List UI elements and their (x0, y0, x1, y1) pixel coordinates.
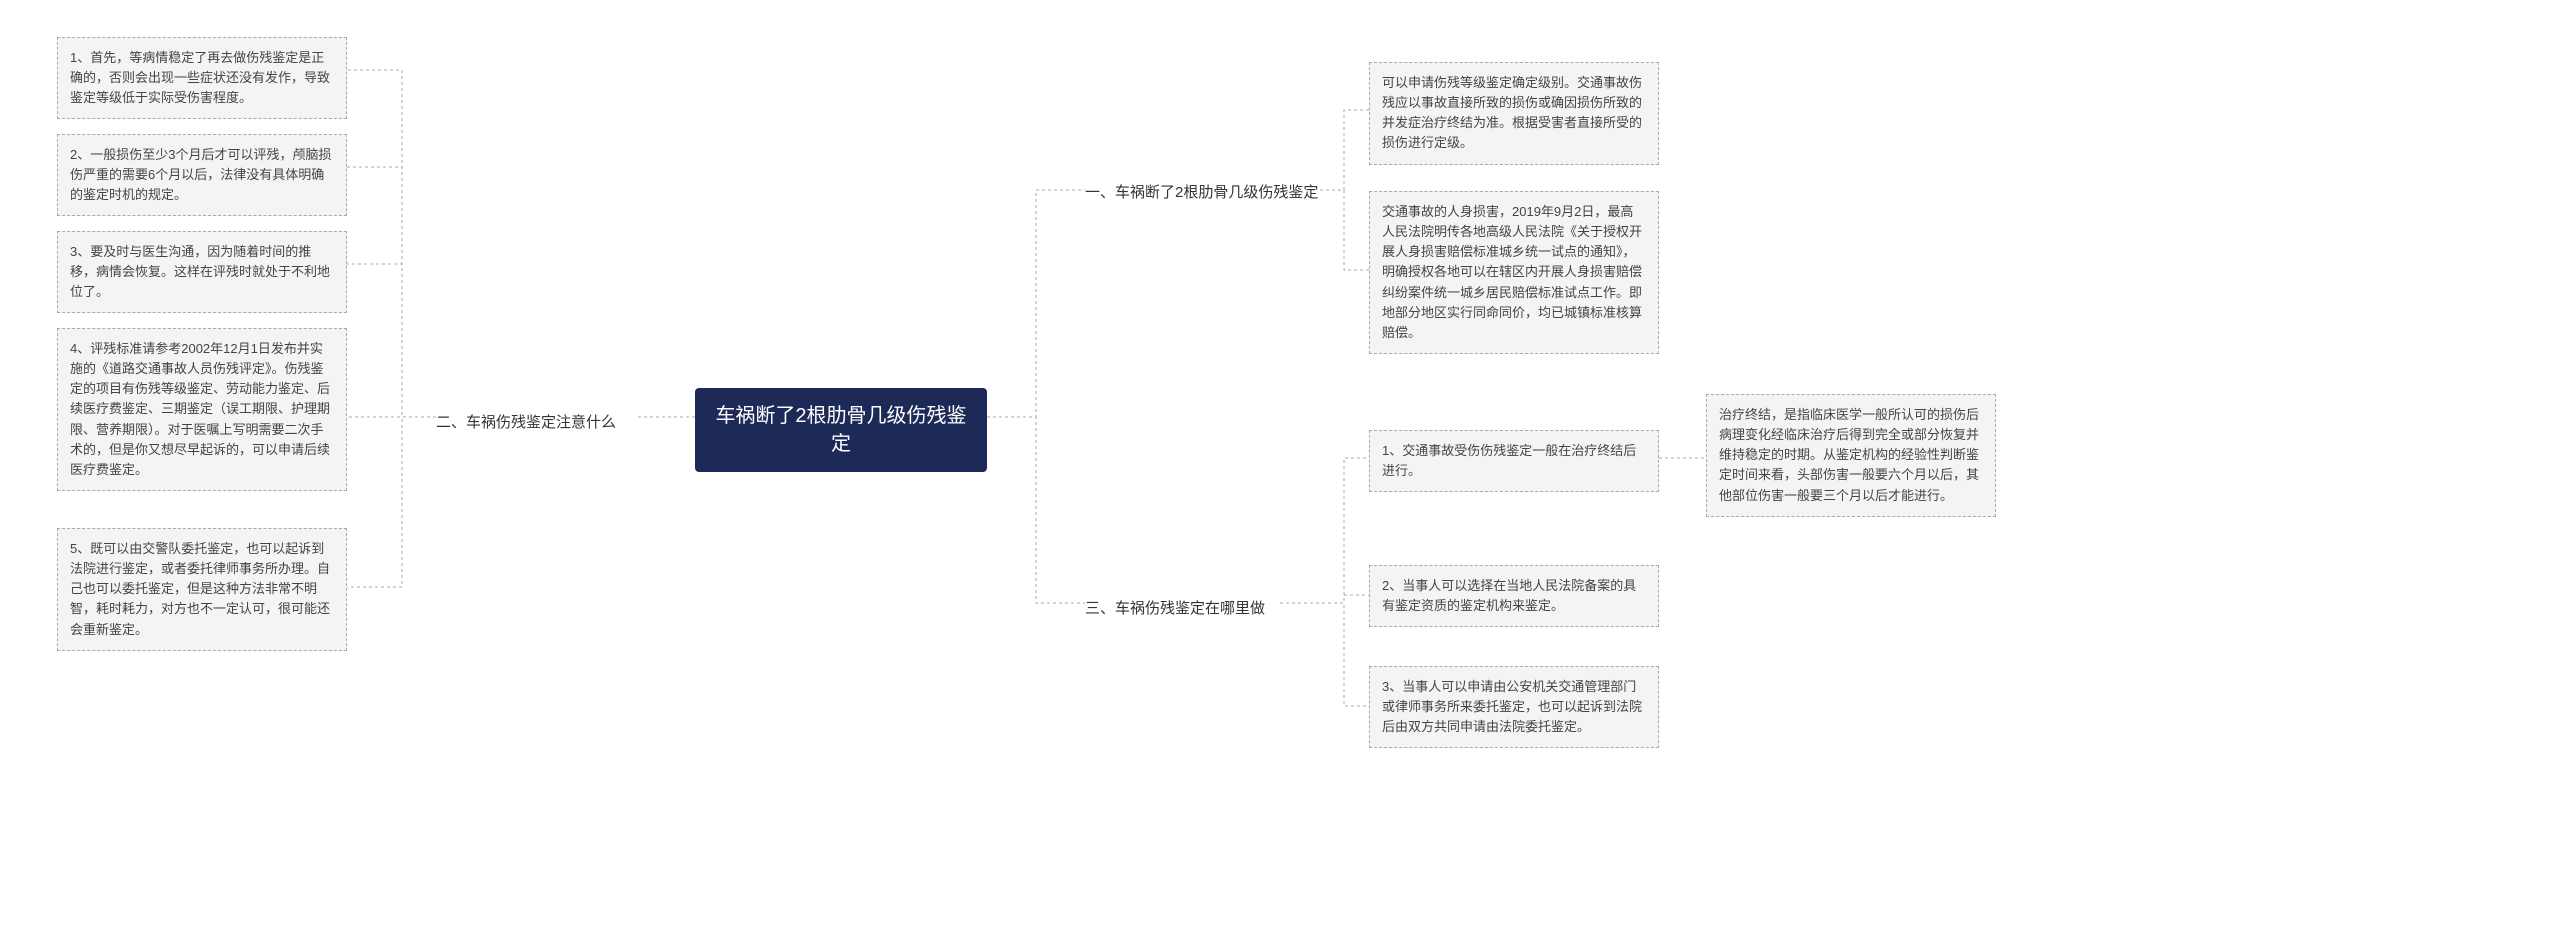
leaf-b2c4-text: 4、评残标准请参考2002年12月1日发布并实施的《道路交通事故人员伤残评定》。… (70, 341, 330, 477)
leaf-b3c1-text: 1、交通事故受伤伤残鉴定一般在治疗终结后进行。 (1382, 443, 1636, 478)
leaf-b1c1-text: 可以申请伤残等级鉴定确定级别。交通事故伤残应以事故直接所致的损伤或确因损伤所致的… (1382, 75, 1642, 150)
center-node: 车祸断了2根肋骨几级伤残鉴定 (695, 388, 987, 472)
leaf-b3c3-text: 3、当事人可以申请由公安机关交通管理部门或律师事务所来委托鉴定，也可以起诉到法院… (1382, 679, 1642, 734)
leaf-b2c1-text: 1、首先，等病情稳定了再去做伤残鉴定是正确的，否则会出现一些症状还没有发作，导致… (70, 50, 330, 105)
leaf-b1c1: 可以申请伤残等级鉴定确定级别。交通事故伤残应以事故直接所致的损伤或确因损伤所致的… (1369, 62, 1659, 165)
leaf-b2c2: 2、一般损伤至少3个月后才可以评残，颅脑损伤严重的需要6个月以后，法律没有具体明… (57, 134, 347, 216)
leaf-b3c1a-text: 治疗终结，是指临床医学一般所认可的损伤后病理变化经临床治疗后得到完全或部分恢复并… (1719, 407, 1979, 503)
leaf-b1c2-text: 交通事故的人身损害，2019年9月2日，最高人民法院明传各地高级人民法院《关于授… (1382, 204, 1642, 340)
leaf-b3c1: 1、交通事故受伤伤残鉴定一般在治疗终结后进行。 (1369, 430, 1659, 492)
leaf-b2c2-text: 2、一般损伤至少3个月后才可以评残，颅脑损伤严重的需要6个月以后，法律没有具体明… (70, 147, 331, 202)
branch-1-label: 一、车祸断了2根肋骨几级伤残鉴定 (1085, 184, 1318, 201)
leaf-b2c5: 5、既可以由交警队委托鉴定，也可以起诉到法院进行鉴定，或者委托律师事务所办理。自… (57, 528, 347, 651)
connector-layer (0, 0, 2560, 933)
branch-1: 一、车祸断了2根肋骨几级伤残鉴定 (1085, 178, 1320, 209)
leaf-b2c3: 3、要及时与医生沟通，因为随着时间的推移，病情会恢复。这样在评残时就处于不利地位… (57, 231, 347, 313)
leaf-b1c2: 交通事故的人身损害，2019年9月2日，最高人民法院明传各地高级人民法院《关于授… (1369, 191, 1659, 354)
leaf-b2c1: 1、首先，等病情稳定了再去做伤残鉴定是正确的，否则会出现一些症状还没有发作，导致… (57, 37, 347, 119)
leaf-b3c3: 3、当事人可以申请由公安机关交通管理部门或律师事务所来委托鉴定，也可以起诉到法院… (1369, 666, 1659, 748)
leaf-b2c3-text: 3、要及时与医生沟通，因为随着时间的推移，病情会恢复。这样在评残时就处于不利地位… (70, 244, 330, 299)
leaf-b3c2-text: 2、当事人可以选择在当地人民法院备案的具有鉴定资质的鉴定机构来鉴定。 (1382, 578, 1636, 613)
leaf-b3c1a: 治疗终结，是指临床医学一般所认可的损伤后病理变化经临床治疗后得到完全或部分恢复并… (1706, 394, 1996, 517)
branch-3-label: 三、车祸伤残鉴定在哪里做 (1085, 600, 1265, 617)
branch-2: 二、车祸伤残鉴定注意什么 (436, 408, 636, 439)
leaf-b2c4: 4、评残标准请参考2002年12月1日发布并实施的《道路交通事故人员伤残评定》。… (57, 328, 347, 491)
branch-3: 三、车祸伤残鉴定在哪里做 (1085, 594, 1285, 625)
center-title: 车祸断了2根肋骨几级伤残鉴定 (715, 405, 966, 455)
branch-2-label: 二、车祸伤残鉴定注意什么 (436, 414, 616, 431)
leaf-b2c5-text: 5、既可以由交警队委托鉴定，也可以起诉到法院进行鉴定，或者委托律师事务所办理。自… (70, 541, 330, 637)
leaf-b3c2: 2、当事人可以选择在当地人民法院备案的具有鉴定资质的鉴定机构来鉴定。 (1369, 565, 1659, 627)
